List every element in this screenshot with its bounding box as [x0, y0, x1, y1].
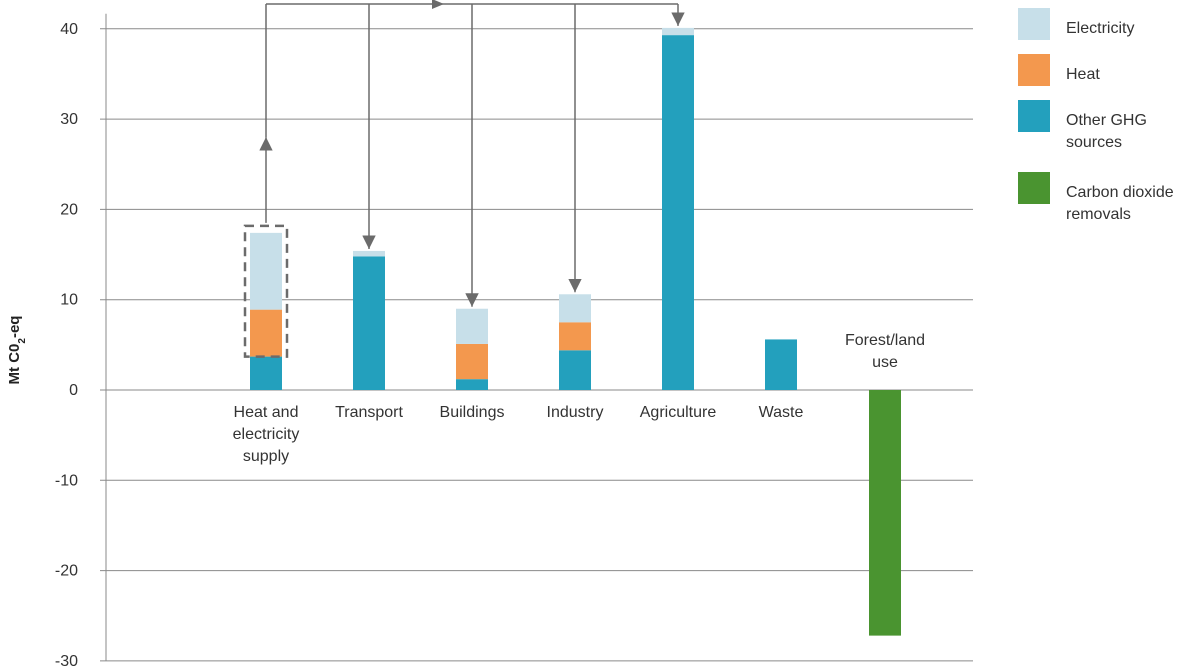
- bar-segment-electricity: [662, 27, 694, 36]
- legend-swatch: [1018, 8, 1050, 40]
- category-label: Waste: [759, 404, 804, 421]
- category-label: Forest/land use: [845, 332, 925, 371]
- legend-item: Other GHG sources: [1018, 100, 1194, 172]
- category-labels: Heat and electricity supply Transport Buildi…: [233, 332, 925, 465]
- legend-label: Electricity: [1066, 20, 1135, 37]
- y-tick-label: 30: [60, 111, 78, 128]
- y-tick-label: -10: [55, 472, 78, 489]
- legend: Electricity Heat Other GHG sources Carbon di…: [1018, 8, 1194, 244]
- arrow-head-rail: [432, 0, 444, 9]
- bar-segment-carbon-dioxide-removals: [869, 390, 901, 636]
- emissions-chart: -30 -20 -10 0 10 20 30 40 Heat and electricity su…: [6, 0, 973, 670]
- category-label: Buildings: [440, 404, 505, 421]
- legend-swatch: [1018, 54, 1050, 86]
- legend-item: Electricity: [1018, 8, 1194, 54]
- bar-segment-electricity: [559, 294, 591, 323]
- bar-segment-electricity: [250, 232, 282, 310]
- y-tick-label: 20: [60, 201, 78, 218]
- y-tick-label: -20: [55, 563, 78, 580]
- bar-segment-other-ghg-sources: [765, 339, 797, 390]
- y-tick-label: 10: [60, 292, 78, 309]
- legend-label: Heat: [1066, 66, 1100, 83]
- bars: [250, 27, 901, 636]
- y-tick-label: 0: [69, 382, 78, 399]
- bar-segment-other-ghg-sources: [559, 350, 591, 390]
- bar-segment-other-ghg-sources: [662, 35, 694, 390]
- bar-segment-electricity: [353, 250, 385, 257]
- bar-segment-heat: [559, 322, 591, 351]
- y-tick-label: 40: [60, 21, 78, 38]
- bar-segment-other-ghg-sources: [353, 256, 385, 390]
- category-label: Industry: [547, 404, 604, 421]
- gridlines: [100, 28, 973, 662]
- legend-item: Heat: [1018, 54, 1194, 100]
- y-tick-label: -30: [55, 653, 78, 670]
- legend-label: Other GHG sources: [1066, 112, 1147, 151]
- annotations: [243, 0, 685, 358]
- category-label: Agriculture: [640, 404, 717, 421]
- category-label: Heat and electricity supply: [233, 404, 300, 465]
- category-label: Transport: [335, 404, 403, 421]
- bar-segment-heat: [250, 309, 282, 357]
- legend-item: Carbon dioxide removals: [1018, 172, 1194, 244]
- bar-segment-electricity: [456, 308, 488, 344]
- legend-swatch: [1018, 172, 1050, 204]
- legend-swatch: [1018, 100, 1050, 132]
- bar-segment-other-ghg-sources: [456, 379, 488, 390]
- highlight-box: [243, 224, 289, 358]
- y-axis-label: Mt C02-eq: [6, 316, 28, 385]
- bar-segment-other-ghg-sources: [250, 356, 282, 390]
- y-axis: -30 -20 -10 0 10 20 30 40: [55, 13, 107, 670]
- bar-segment-heat: [456, 343, 488, 380]
- legend-label: Carbon dioxide removals: [1066, 184, 1174, 223]
